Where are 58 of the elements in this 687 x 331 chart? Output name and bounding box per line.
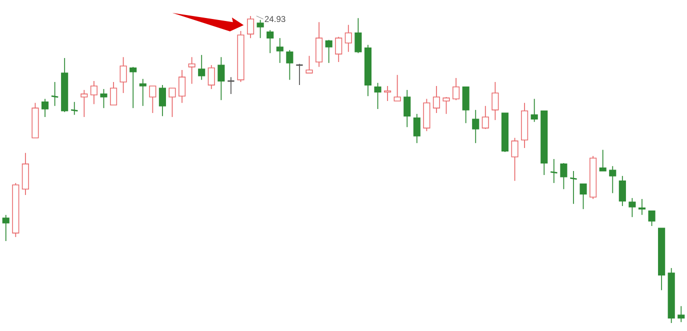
candlestick [432, 86, 440, 114]
candlestick [120, 56, 127, 94]
candlestick [226, 76, 235, 94]
annotation: 24.93 [264, 16, 286, 22]
candlestick [247, 16, 254, 39]
candlestick [384, 86, 392, 102]
candlestick [550, 158, 558, 184]
candlestick [139, 78, 146, 106]
candlestick [354, 18, 362, 54]
candlestick [256, 20, 264, 39]
candlestick [266, 30, 274, 54]
candlestick [50, 82, 59, 106]
candlestick [569, 170, 578, 204]
candlestick [208, 64, 215, 90]
candlestick [110, 82, 118, 106]
candlestick [599, 149, 606, 172]
candlestick [295, 63, 304, 86]
candlestick [394, 74, 401, 102]
candlestick [90, 80, 98, 105]
candlestick [413, 113, 420, 144]
candlestick [344, 24, 352, 52]
candlestick [511, 137, 518, 182]
candlestick [580, 183, 587, 210]
candlestick [70, 101, 78, 116]
candlestick [560, 162, 568, 190]
candlestick [130, 66, 137, 109]
candlestick [404, 90, 411, 128]
candlestick [325, 39, 332, 64]
candlestick [2, 214, 10, 242]
candlestick [452, 78, 460, 101]
candlestick [618, 175, 626, 206]
candlestick [198, 54, 206, 80]
candlestick [472, 109, 480, 144]
candlestick [638, 198, 646, 216]
candlestick [609, 166, 616, 194]
candlestick [41, 98, 49, 118]
candlestick [80, 90, 88, 118]
candlestick [188, 56, 196, 84]
candlestick [628, 198, 636, 218]
candlestick [178, 70, 186, 104]
candlestick [648, 210, 656, 226]
candlestick [149, 86, 156, 114]
candlestick [168, 88, 176, 118]
candlestick [286, 50, 294, 80]
candlestick [442, 96, 450, 114]
candlestick [482, 105, 489, 130]
candlestick [530, 98, 538, 122]
candlestick [374, 82, 382, 110]
candlestick [276, 38, 284, 64]
candlestick [492, 82, 499, 121]
candlestick [678, 306, 685, 323]
candlestick [158, 84, 166, 117]
candlestick [335, 36, 342, 62]
candlestick [218, 56, 225, 101]
candlestick [100, 88, 108, 109]
candlestick [316, 22, 323, 68]
candlestick [306, 55, 313, 74]
candlestick [462, 86, 470, 124]
